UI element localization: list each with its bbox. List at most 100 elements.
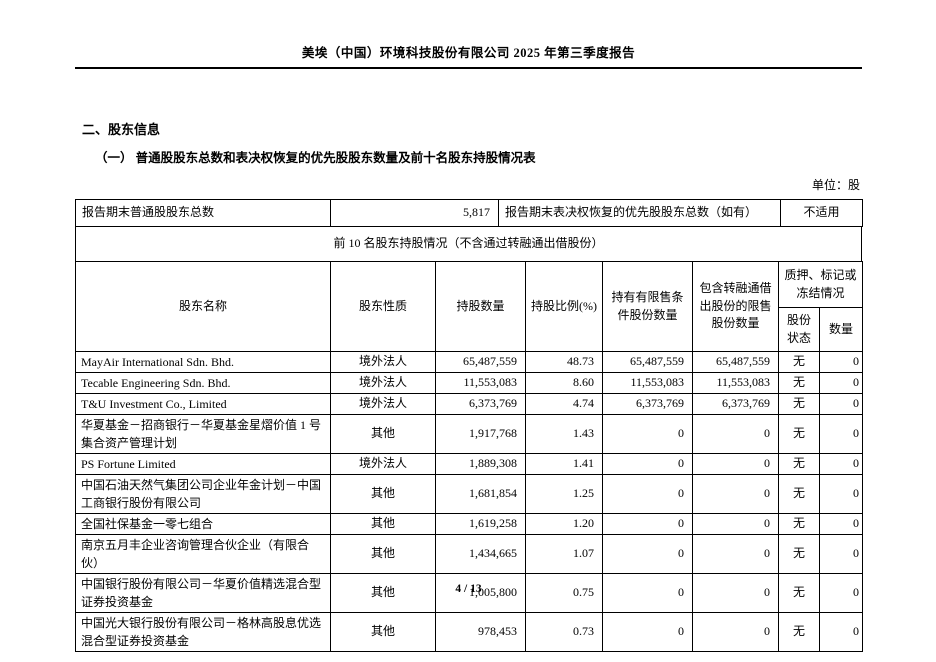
share-status-cell: 无 (778, 612, 820, 652)
pledge-quantity-cell: 0 (818, 612, 864, 652)
share-status-cell: 无 (778, 474, 820, 514)
shareholder-nature-cell: 境外法人 (330, 393, 436, 415)
shareholder-row: 中国光大银行股份有限公司－格林高股息优选混合型证券投资基金 其他 978,453 0.… (75, 612, 864, 652)
share-status-cell: 无 (778, 453, 820, 475)
pledge-quantity-cell: 0 (818, 453, 864, 475)
share-status-cell: 无 (778, 372, 820, 394)
shareholding-ratio-cell: 1.07 (525, 534, 603, 574)
pledge-quantity-cell: 0 (818, 474, 864, 514)
shareholder-name-cell: PS Fortune Limited (75, 453, 331, 475)
shareholding-ratio-cell: 4.74 (525, 393, 603, 415)
preferred-shareholders-value: 不适用 (780, 199, 863, 227)
shareholder-name-cell: Tecable Engineering Sdn. Bhd. (75, 372, 331, 394)
top10-caption-row: 前 10 名股东持股情况（不含通过转融通出借股份） (75, 226, 862, 262)
shareholder-row: PS Fortune Limited 境外法人 1,889,308 1.41 0 0 无 0 (75, 453, 864, 475)
shares-held-cell: 1,005,800 (435, 573, 526, 613)
shareholder-name-cell: MayAir International Sdn. Bhd. (75, 351, 331, 373)
share-status-cell: 无 (778, 534, 820, 574)
header-shareholder-nature: 股东性质 (330, 261, 436, 352)
shares-held-cell: 1,434,665 (435, 534, 526, 574)
shareholder-nature-cell: 境外法人 (330, 351, 436, 373)
header-pledge-quantity: 数量 (818, 307, 864, 352)
share-status-cell: 无 (778, 573, 820, 613)
refinancing-restricted-cell: 0 (692, 474, 779, 514)
refinancing-restricted-cell: 0 (692, 534, 779, 574)
shareholding-ratio-cell: 1.20 (525, 513, 603, 535)
pledge-quantity-cell: 0 (818, 414, 864, 454)
top10-caption-table: 前 10 名股东持股情况（不含通过转融通出借股份） (75, 226, 862, 262)
shareholder-nature-cell: 其他 (330, 414, 436, 454)
shareholder-row: 全国社保基金一零七组合 其他 1,619,258 1.20 0 0 无 0 (75, 513, 864, 535)
shareholder-nature-cell: 其他 (330, 573, 436, 613)
shares-held-cell: 1,889,308 (435, 453, 526, 475)
common-shareholders-value: 5,817 (330, 199, 499, 227)
shares-held-cell: 1,917,768 (435, 414, 526, 454)
shareholder-name-cell: 全国社保基金一零七组合 (75, 513, 331, 535)
pledge-quantity-cell: 0 (818, 534, 864, 574)
refinancing-restricted-cell: 0 (692, 612, 779, 652)
table-header-row-2: 股份状态 数量 (76, 307, 864, 352)
shareholder-nature-cell: 其他 (330, 534, 436, 574)
shareholder-name-cell: 中国石油天然气集团公司企业年金计划－中国工商银行股份有限公司 (75, 474, 331, 514)
common-shareholders-label: 报告期末普通股股东总数 (75, 199, 331, 227)
refinancing-restricted-cell: 0 (692, 513, 779, 535)
shareholder-nature-cell: 境外法人 (330, 453, 436, 475)
shareholding-ratio-cell: 1.43 (525, 414, 603, 454)
shareholder-row: 中国石油天然气集团公司企业年金计划－中国工商银行股份有限公司 其他 1,681,85… (75, 474, 864, 514)
shareholder-name-cell: 南京五月丰企业咨询管理合伙企业（有限合伙） (75, 534, 331, 574)
shares-held-cell: 11,553,083 (435, 372, 526, 394)
shareholder-nature-cell: 其他 (330, 612, 436, 652)
summary-row: 报告期末普通股股东总数 5,817 报告期末表决权恢复的优先股股东总数（如有） … (75, 199, 863, 227)
restricted-shares-cell: 0 (602, 474, 693, 514)
restricted-shares-cell: 0 (602, 534, 693, 574)
refinancing-restricted-cell: 0 (692, 453, 779, 475)
shares-held-cell: 978,453 (435, 612, 526, 652)
header-shares-held: 持股数量 (435, 261, 526, 352)
shareholder-row: 中国银行股份有限公司－华夏价值精选混合型证券投资基金 其他 1,005,800 0.7… (75, 573, 864, 613)
header-pledge-status-group: 质押、标记或冻结情况 (777, 261, 864, 308)
pledge-quantity-cell: 0 (818, 372, 864, 394)
restricted-shares-cell: 0 (602, 612, 693, 652)
shareholder-nature-cell: 其他 (330, 513, 436, 535)
shares-held-cell: 1,619,258 (435, 513, 526, 535)
shares-held-cell: 1,681,854 (435, 474, 526, 514)
shareholder-row: 南京五月丰企业咨询管理合伙企业（有限合伙） 其他 1,434,665 1.07 0 0 无 0 (75, 534, 864, 574)
shareholder-name-cell: 中国光大银行股份有限公司－格林高股息优选混合型证券投资基金 (75, 612, 331, 652)
refinancing-restricted-cell: 0 (692, 414, 779, 454)
subsection-title-top10-table: （一） 普通股股东总数和表决权恢复的优先股股东数量及前十名股东持股情况表 (95, 151, 536, 165)
shareholder-nature-cell: 境外法人 (330, 372, 436, 394)
top10-shareholders-table: 股东名称 股东性质 持股数量 持股比例(%) 持有有限售条件股份数量 包含转融通… (75, 261, 864, 652)
refinancing-restricted-cell: 6,373,769 (692, 393, 779, 415)
shares-held-cell: 65,487,559 (435, 351, 526, 373)
share-status-cell: 无 (778, 393, 820, 415)
restricted-shares-cell: 0 (602, 414, 693, 454)
shareholding-ratio-cell: 0.73 (525, 612, 603, 652)
refinancing-restricted-cell: 11,553,083 (692, 372, 779, 394)
shareholder-name-cell: 中国银行股份有限公司－华夏价值精选混合型证券投资基金 (75, 573, 331, 613)
restricted-shares-cell: 0 (602, 513, 693, 535)
shareholder-summary-table: 报告期末普通股股东总数 5,817 报告期末表决权恢复的优先股股东总数（如有） … (75, 199, 863, 227)
header-shareholder-name: 股东名称 (75, 261, 331, 352)
shareholding-ratio-cell: 1.25 (525, 474, 603, 514)
shareholding-ratio-cell: 48.73 (525, 351, 603, 373)
restricted-shares-cell: 0 (602, 453, 693, 475)
pledge-quantity-cell: 0 (818, 573, 864, 613)
refinancing-restricted-cell: 65,487,559 (692, 351, 779, 373)
shareholder-row: T&U Investment Co., Limited 境外法人 6,373,769… (75, 393, 864, 415)
share-status-cell: 无 (778, 414, 820, 454)
share-status-cell: 无 (778, 351, 820, 373)
section-title-shareholder-info: 二、股东信息 (82, 122, 161, 137)
header-shareholding-ratio: 持股比例(%) (525, 261, 603, 352)
top10-caption: 前 10 名股东持股情况（不含通过转融通出借股份） (75, 226, 862, 262)
pledge-quantity-cell: 0 (818, 513, 864, 535)
page-number: 4 / 13 (455, 583, 482, 595)
restricted-shares-cell: 11,553,083 (602, 372, 693, 394)
report-page: 美埃（中国）环境科技股份有限公司 2025 年第三季度报告 二、股东信息 （一）… (75, 0, 864, 652)
pledge-quantity-cell: 0 (818, 351, 864, 373)
pledge-quantity-cell: 0 (818, 393, 864, 415)
top10-table-body: MayAir International Sdn. Bhd. 境外法人 65,487… (75, 351, 864, 652)
shareholding-ratio-cell: 8.60 (525, 372, 603, 394)
shareholder-name-cell: T&U Investment Co., Limited (75, 393, 331, 415)
restricted-shares-cell: 6,373,769 (602, 393, 693, 415)
table-header-row-1: 股东名称 股东性质 持股数量 持股比例(%) 持有有限售条件股份数量 包含转融通… (75, 261, 864, 352)
